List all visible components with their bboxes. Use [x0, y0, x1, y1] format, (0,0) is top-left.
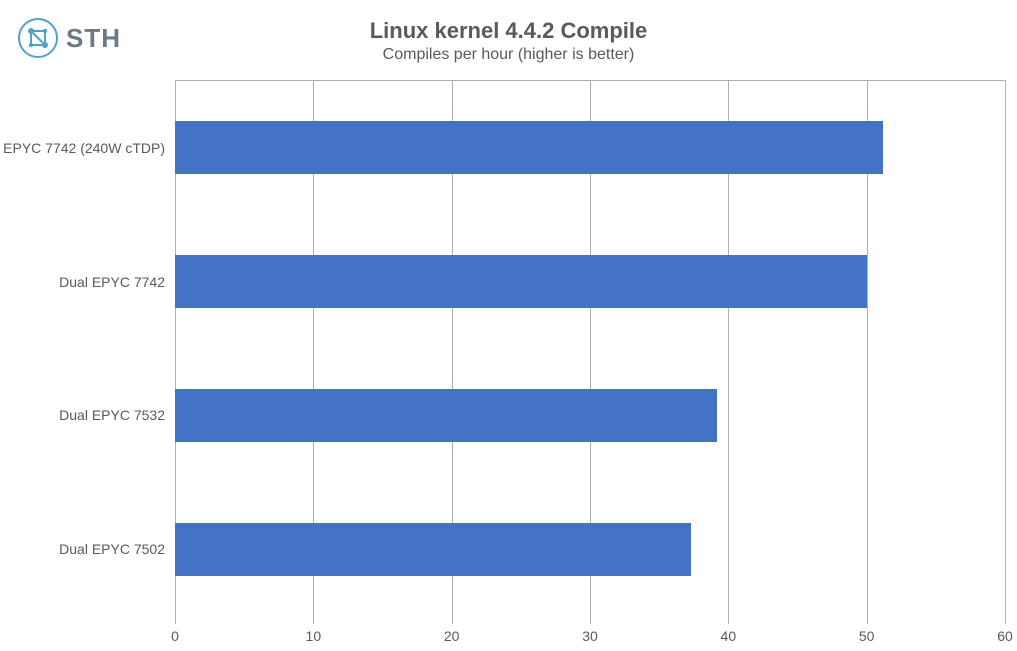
bar [175, 255, 867, 308]
bar [175, 523, 691, 576]
bar [175, 389, 717, 442]
x-tick [1005, 616, 1006, 624]
x-tick [313, 616, 314, 624]
x-tick [867, 616, 868, 624]
x-axis-label: 50 [859, 628, 875, 644]
x-tick [728, 616, 729, 624]
chart-subtitle: Compiles per hour (higher is better) [0, 46, 1017, 64]
x-axis-label: 40 [721, 628, 737, 644]
x-axis-label: 30 [582, 628, 598, 644]
bar [175, 121, 883, 174]
y-axis-label: Dual EPYC 7532 [59, 407, 175, 423]
x-tick [175, 616, 176, 624]
y-axis-label: Dual EPYC 7742 (240W cTDP) [0, 140, 175, 156]
x-tick [452, 616, 453, 624]
x-axis-label: 60 [997, 628, 1013, 644]
y-axis-label: Dual EPYC 7502 [59, 541, 175, 557]
x-axis-label: 10 [306, 628, 322, 644]
plot-area: 0102030405060Dual EPYC 7742 (240W cTDP)D… [175, 80, 1006, 616]
x-axis-label: 20 [444, 628, 460, 644]
y-axis-label: Dual EPYC 7742 [59, 274, 175, 290]
chart-title: Linux kernel 4.4.2 Compile [0, 18, 1017, 44]
x-axis-label: 0 [171, 628, 179, 644]
x-tick [590, 616, 591, 624]
gridline [1005, 81, 1006, 616]
